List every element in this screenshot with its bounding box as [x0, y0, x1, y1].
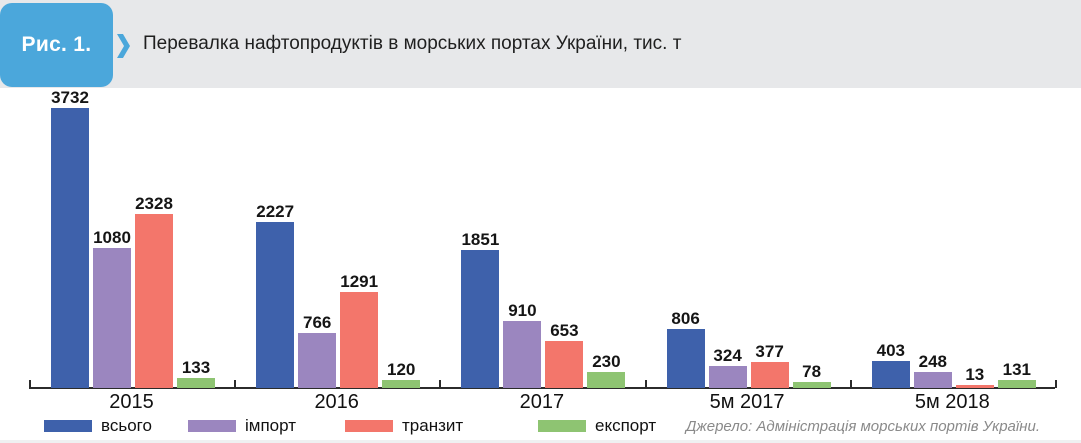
- bar-value-label: 766: [303, 313, 332, 332]
- bar-транзит-5м 2018: [955, 385, 994, 388]
- x-axis: [29, 387, 1055, 389]
- bar-експорт-5м 2017: [792, 382, 831, 388]
- x-axis-label: 5м 2017: [709, 391, 785, 413]
- bar-експорт-2016: [382, 380, 421, 388]
- bar-експорт-2017: [587, 372, 626, 388]
- bar-value-label: 324: [713, 346, 742, 365]
- bar-імпорт-2015: [93, 248, 131, 388]
- bar-value-label: 653: [550, 321, 579, 340]
- legend-swatch: [538, 420, 586, 432]
- bar-value-label: 3732: [51, 88, 89, 107]
- bar-імпорт-5м 2018: [913, 372, 952, 388]
- bar-транзит-2015: [135, 214, 173, 388]
- bar-експорт-2015: [177, 378, 215, 388]
- x-axis-label: 2017: [519, 391, 565, 413]
- legend-label: транзит: [402, 416, 464, 435]
- bar-value-label: 133: [181, 358, 211, 377]
- x-axis-label: 2016: [314, 391, 359, 413]
- legend-item-імпорт: імпорт: [188, 416, 296, 435]
- bar-value-label: 120: [387, 360, 416, 379]
- legend-swatch: [188, 420, 236, 432]
- legend-label: імпорт: [245, 416, 296, 435]
- bar-транзит-5м 2017: [750, 362, 789, 388]
- legend-swatch: [345, 420, 393, 432]
- bar-value-label: 1291: [340, 272, 379, 291]
- bar-value-label: 78: [802, 362, 822, 381]
- chart-title: Перевалка нафтопродуктів в морських порт…: [143, 33, 682, 54]
- bar-транзит-2016: [340, 292, 379, 388]
- bar-всього-5м 2017: [666, 329, 705, 388]
- bar-value-label: 230: [592, 352, 621, 371]
- legend-label: всього: [101, 416, 152, 435]
- bar-всього-5м 2018: [871, 361, 910, 388]
- bar-всього-2017: [461, 250, 500, 388]
- bar-value-label: 2227: [256, 202, 295, 221]
- bar-транзит-2017: [545, 341, 584, 388]
- legend-swatch: [44, 420, 92, 432]
- axis-tick: [849, 380, 852, 388]
- legend-item-транзит: транзит: [345, 416, 464, 435]
- x-axis-label: 5м 2018: [914, 391, 990, 413]
- axis-tick: [644, 380, 647, 388]
- legend-item-експорт: експорт: [538, 416, 657, 435]
- bar-value-label: 131: [1002, 360, 1031, 379]
- figure-badge: Рис. 1.: [0, 3, 113, 87]
- axis-tick: [234, 380, 237, 388]
- bar-value-label: 2328: [135, 194, 173, 213]
- figure-header: Рис. 1. Перевалка нафтопродуктів в морсь…: [0, 0, 1081, 88]
- bar-value-label: 377: [755, 342, 784, 361]
- bar-value-label: 248: [918, 352, 947, 371]
- bar-імпорт-5м 2017: [708, 366, 747, 388]
- axis-tick: [439, 380, 442, 388]
- axis-tick: [1055, 380, 1057, 388]
- bar-експорт-5м 2018: [997, 380, 1036, 388]
- bar-value-label: 403: [876, 341, 905, 360]
- bar-value-label: 910: [508, 301, 537, 320]
- bar-імпорт-2016: [298, 333, 337, 388]
- bar-імпорт-2017: [503, 321, 542, 388]
- legend-item-всього: всього: [44, 416, 152, 435]
- bar-value-label: 13: [965, 365, 985, 384]
- bar-value-label: 1851: [461, 230, 500, 249]
- axis-tick: [29, 380, 31, 388]
- x-axis-label: 2015: [109, 391, 154, 413]
- source-note: Джерело: Адміністрація морських портів У…: [685, 418, 1040, 435]
- legend-label: експорт: [595, 416, 657, 435]
- figure-badge-label: Рис. 1.: [21, 33, 92, 56]
- bar-всього-2016: [256, 222, 295, 388]
- bar-всього-2015: [51, 108, 89, 388]
- bar-value-label: 1080: [93, 228, 131, 247]
- bar-value-label: 806: [671, 309, 700, 328]
